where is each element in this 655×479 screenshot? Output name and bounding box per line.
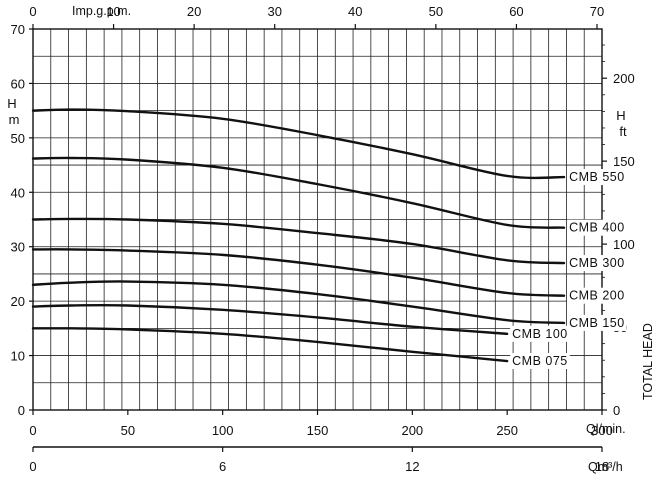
top-tick-label: 70 [590,4,604,19]
series-line-cmb-400 [31,156,566,229]
top-tick-label: 10 [106,4,120,19]
series-label: CMB 150 [569,316,625,330]
series-line-cmb-300 [31,217,566,265]
top-tick-label: 20 [187,4,201,19]
right-axis-label: H [616,108,625,123]
x-tick-label: 150 [307,423,329,438]
y-tick-label: 60 [11,76,25,91]
top-tick-label: 60 [509,4,523,19]
series-label: CMB 200 [569,289,625,303]
series-label: CMB 075 [512,354,568,368]
curves [31,108,566,363]
top-tick-label: 50 [429,4,443,19]
series-label: CMB 400 [569,221,625,235]
y-tick-label: 10 [11,349,25,364]
series-line-cmb-150 [31,280,566,325]
x-axis-label: Ql/min. [586,422,626,436]
y-tick-label: 0 [18,403,25,418]
series-label-bg [567,287,627,304]
right-title: TOTAL HEAD [641,323,655,400]
series-label-bg [567,255,627,272]
x-tick-label: 300 [591,423,613,438]
y-tick-label: 20 [11,294,25,309]
x-tick-label: 200 [401,423,423,438]
top-axis-label: Imp.g.p.m. [72,4,131,18]
series-label-bg [567,314,627,331]
right-tick-label: 200 [613,71,635,86]
y-tick-label: 50 [11,131,25,146]
series-line-cmb-200 [31,248,566,297]
series-label-bg [567,219,627,236]
series-line-cmb-075 [31,327,509,363]
series-line-cmb-550 [31,108,566,180]
bottom-axis2-label: Qm³/h [588,460,623,474]
right-tick-label: 0 [613,403,620,418]
bottom2-tick-label: 18 [595,459,609,474]
y-axis-label: H [7,96,16,111]
right-tick-label: 100 [613,237,635,252]
y-tick-label: 70 [11,22,25,37]
bottom2-tick-label: 6 [219,459,226,474]
series-label-bg [567,169,627,186]
y-axis-unit: m [9,112,20,127]
x-tick-label: 50 [121,423,135,438]
series-label-bg [510,353,570,370]
series-label: CMB 300 [569,256,625,270]
x-tick-label: 0 [29,423,36,438]
y-tick-label: 40 [11,185,25,200]
series-line-cmb-100 [31,303,509,335]
x-tick-label: 100 [212,423,234,438]
top-tick-label: 30 [267,4,281,19]
bottom2-tick-label: 0 [29,459,36,474]
top-tick-label: 40 [348,4,362,19]
right-tick-label: 150 [613,154,635,169]
y-tick-label: 30 [11,240,25,255]
right-axis-unit: ft [619,124,627,139]
x-tick-label: 250 [496,423,518,438]
top-tick-label: 0 [29,4,36,19]
series-label-bg [510,325,570,342]
bottom2-tick-label: 12 [405,459,419,474]
series-label: CMB 550 [569,170,625,184]
series-label: CMB 100 [512,327,568,341]
